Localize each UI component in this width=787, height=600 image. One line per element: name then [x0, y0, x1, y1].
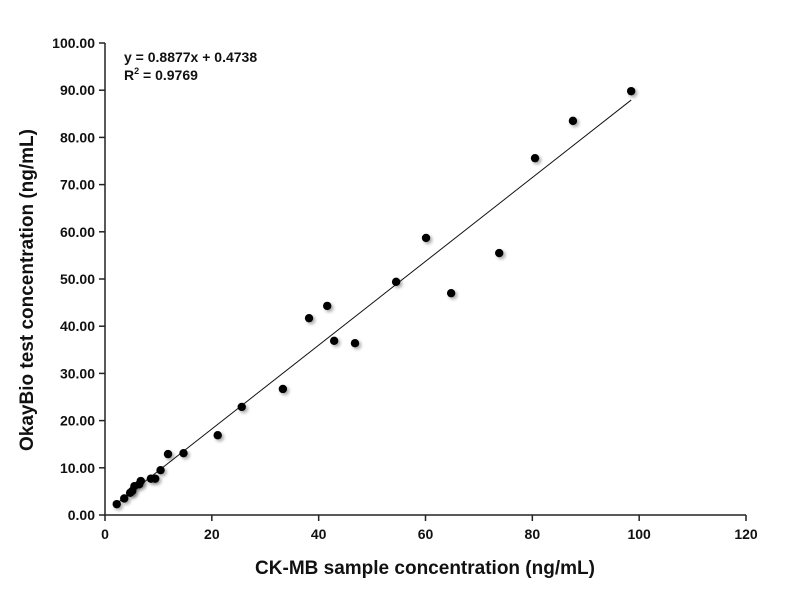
data-point — [323, 301, 332, 311]
y-tick-label: 30.00 — [60, 365, 95, 381]
r-squared-label: R2 = 0.9769 — [124, 66, 198, 83]
y-tick-label: 60.00 — [60, 224, 95, 240]
data-point — [568, 116, 578, 126]
y-tick-label: 0.00 — [68, 507, 95, 523]
y-tick-label: 50.00 — [60, 271, 95, 287]
data-point — [421, 233, 431, 243]
data-point — [446, 288, 456, 298]
x-tick-label: 100 — [627, 526, 651, 542]
data-point — [163, 449, 173, 459]
x-tick-label: 0 — [101, 526, 109, 542]
x-tick-label: 60 — [418, 526, 434, 542]
data-point — [237, 402, 246, 412]
trendline-path — [116, 99, 632, 504]
y-tick-label: 70.00 — [60, 177, 95, 193]
y-tick-label: 100.00 — [52, 35, 95, 51]
data-point — [350, 338, 360, 348]
data-point — [530, 153, 540, 163]
trendline — [116, 99, 632, 504]
y-tick-label: 40.00 — [60, 318, 95, 334]
data-point — [179, 448, 188, 458]
x-tick-label: 40 — [311, 526, 327, 542]
y-tick-label: 10.00 — [60, 460, 95, 476]
data-point — [156, 465, 165, 475]
data-point — [213, 431, 222, 440]
trendline-equation: y = 0.8877x + 0.4738 — [124, 49, 257, 65]
y-tick-label: 90.00 — [60, 82, 95, 98]
data-point — [278, 384, 288, 394]
data-point — [495, 248, 504, 258]
data-point — [120, 494, 129, 503]
data-point — [626, 86, 636, 96]
x-tick-label: 120 — [734, 526, 758, 542]
data-point — [329, 336, 339, 346]
data-point — [304, 313, 314, 323]
y-tick-label: 20.00 — [60, 413, 95, 429]
axes: 0 20 40 60 80 100 120 0.00 10.00 20.00 30.00 40.00 5… — [52, 35, 758, 542]
data-point — [112, 499, 121, 509]
x-tick-label: 80 — [525, 526, 541, 542]
data-point — [391, 277, 401, 287]
data-point — [136, 476, 145, 486]
data-point — [151, 474, 160, 483]
data-points — [112, 86, 636, 509]
y-axis-label: OkayBio test concentration (ng/mL) — [17, 129, 38, 451]
x-tick-label: 20 — [204, 526, 220, 542]
y-tick-label: 80.00 — [60, 129, 95, 145]
x-axis-label: CK-MB sample concentration (ng/mL) — [255, 558, 595, 579]
